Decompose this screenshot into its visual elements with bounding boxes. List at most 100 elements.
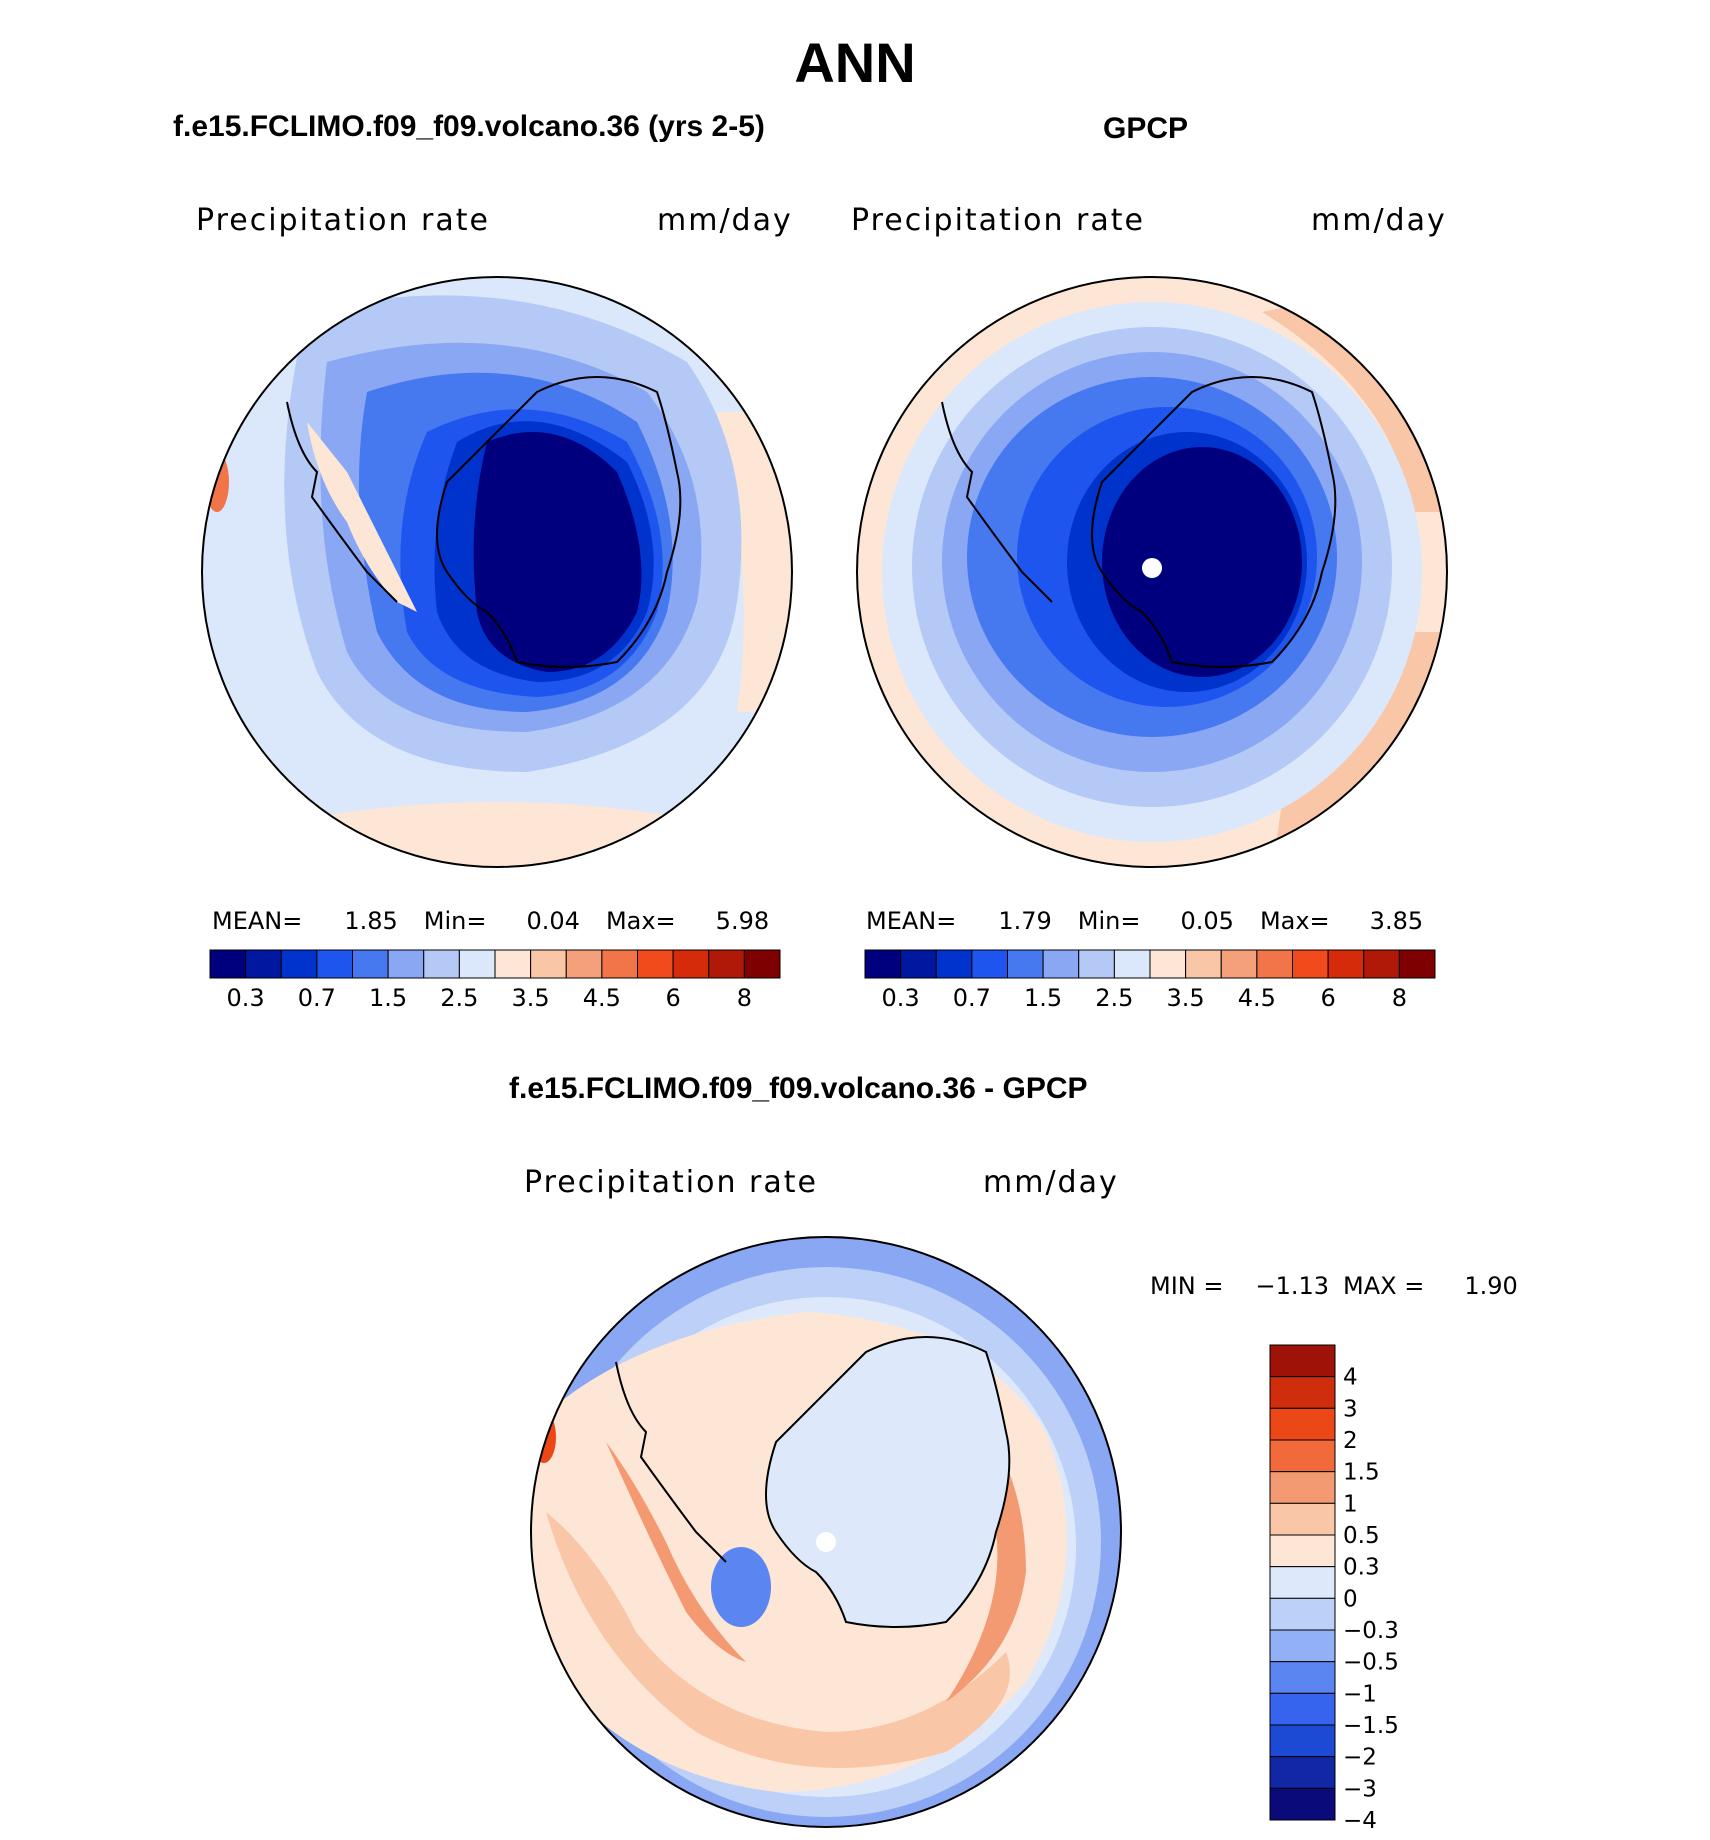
diff-colorbar-tick-label: −2 xyxy=(1343,1745,1377,1771)
panel-2-colorbar-box-1 xyxy=(900,949,937,979)
panel-2-title: GPCP xyxy=(1103,112,1189,145)
diff-colorbar-tick-label: −4 xyxy=(1343,1808,1377,1830)
panel-2-min-label: Min= xyxy=(1077,907,1141,935)
panel-2-colorbar-box-8 xyxy=(1149,949,1187,979)
panel-1-variable: Precipitation rate xyxy=(196,203,490,238)
panel-2-coastline xyxy=(1091,376,1337,668)
diff-negative-patch xyxy=(711,1547,771,1627)
panel-2-min-value: 0.05 xyxy=(1180,907,1234,935)
diff-colorbar-tick-label: 3 xyxy=(1343,1396,1358,1422)
panel-2-colorbar-box-13 xyxy=(1327,949,1365,979)
panel-1-max-value: 5.98 xyxy=(715,907,770,935)
panel-1-peninsula-band xyxy=(307,422,417,612)
panel-1-colorbar-tick-label: 6 xyxy=(665,984,680,1012)
panel-1-colorbar-box-14 xyxy=(708,949,745,979)
panel-2-peninsula-coast xyxy=(941,401,1053,603)
panel-1-colorbar-tick-label: 3.5 xyxy=(512,984,550,1012)
panel-2-colorbar-box-5 xyxy=(1042,949,1080,979)
diff-max-value: 1.90 xyxy=(1464,1272,1518,1300)
diff-colorbar-tick-label: 1 xyxy=(1343,1491,1358,1517)
diff-colorbar-box-8 xyxy=(1269,1597,1336,1631)
diff-colorbar-tick-label: −0.5 xyxy=(1343,1650,1399,1676)
panel-1-colorbar-tick-label: 2.5 xyxy=(440,984,478,1012)
panel-2-colorbar-box-14 xyxy=(1363,949,1400,979)
panel-2-max-label: Max= xyxy=(1259,907,1330,935)
panel-1-colorbar-box-1 xyxy=(245,949,282,979)
diff-peninsula-coast xyxy=(615,1361,727,1563)
diff-polar-map xyxy=(530,1236,1122,1828)
panel-1-min-label: Min= xyxy=(423,907,487,935)
diff-strong-positive-band-east xyxy=(946,1382,1026,1702)
diff-colorbar-box-12 xyxy=(1269,1724,1336,1758)
diff-pole-dot xyxy=(816,1532,836,1552)
panel-1-contour-7 xyxy=(473,432,642,672)
panel-1-colorbar-box-9 xyxy=(530,949,567,979)
panel-1-colorbar-box-13 xyxy=(672,949,710,979)
panel-2-colorbar-box-4 xyxy=(1007,949,1044,979)
diff-map-border xyxy=(530,1236,1122,1828)
diff-colorbar-box-13 xyxy=(1269,1756,1336,1789)
diff-panel-stats: MIN = −1.13 MAX = 1.90 xyxy=(1150,1272,1518,1300)
panel-1-colorbar-tick-label: 0.3 xyxy=(227,984,265,1012)
panel-2-colorbar: 0.3 0.7 1.5 2.5 3.5 4.5 6 8 xyxy=(864,949,1436,1012)
panel-2-colorbar-tick-label: 3.5 xyxy=(1167,984,1205,1012)
panel-2-colorbar-box-2 xyxy=(935,949,973,979)
diff-colorbar-box-10 xyxy=(1269,1661,1336,1694)
panel-1-colorbar-box-5 xyxy=(387,949,425,979)
panel-2-colorbar-tick-label: 8 xyxy=(1392,984,1407,1012)
diff-warm-spot xyxy=(532,1411,556,1463)
figure-title: ANN xyxy=(794,31,916,94)
panel-1-colorbar-box-3 xyxy=(316,949,353,979)
panel-2-colorbar-tick-label: 0.3 xyxy=(882,984,920,1012)
diff-colorbar-box-2 xyxy=(1269,1407,1336,1441)
diff-colorbar-tick-label: −0.3 xyxy=(1343,1618,1399,1644)
panel-1-colorbar-box-0 xyxy=(209,949,247,979)
panel-1-peninsula-coast xyxy=(286,401,398,603)
diff-continent-field xyxy=(766,1337,1010,1627)
diff-colorbar-tick-label: 2 xyxy=(1343,1428,1358,1454)
panel-1-colorbar-tick-label: 4.5 xyxy=(583,984,621,1012)
diff-colorbar-tick-label: 4 xyxy=(1343,1365,1358,1391)
panel-2-map-border xyxy=(856,276,1448,868)
panel-2-colorbar-tick-label: 1.5 xyxy=(1024,984,1062,1012)
panel-1-mean-label: MEAN= xyxy=(212,907,303,935)
diff-colorbar-tick-label: 0.3 xyxy=(1343,1555,1380,1581)
panel-1-polar-map xyxy=(201,276,793,868)
panel-1-colorbar-box-15 xyxy=(743,949,781,979)
panel-2-colorbar-box-7 xyxy=(1113,949,1151,979)
diff-panel-variable: Precipitation rate xyxy=(524,1165,818,1200)
diff-colorbar-box-6 xyxy=(1269,1534,1336,1568)
panel-1-stats: MEAN= 1.85 Min= 0.04 Max= 5.98 xyxy=(212,907,769,935)
panel-2-units: mm/day xyxy=(1311,203,1447,238)
panel-2-mean-value: 1.79 xyxy=(998,907,1052,935)
panel-2-colorbar-box-15 xyxy=(1398,949,1436,979)
diff-coastline xyxy=(765,1336,1011,1628)
diff-colorbar-tick-label: −1 xyxy=(1343,1681,1377,1707)
diff-colorbar-tick-label: −1.5 xyxy=(1343,1713,1399,1739)
diff-colorbar-tick-label: 0.5 xyxy=(1343,1523,1380,1549)
panel-2-variable: Precipitation rate xyxy=(851,203,1145,238)
panel-2-colorbar-box-3 xyxy=(971,949,1008,979)
panel-1-colorbar-box-6 xyxy=(423,949,460,979)
diff-colorbar-tick-label: −3 xyxy=(1343,1776,1377,1802)
panel-1-colorbar-tick-label: 1.5 xyxy=(369,984,407,1012)
diff-colorbar-box-4 xyxy=(1269,1471,1336,1504)
panel-1-mean-value: 1.85 xyxy=(344,907,398,935)
panel-2-pole-dot xyxy=(1142,558,1162,578)
panel-1-colorbar-box-12 xyxy=(637,949,674,979)
panel-2-contour-7 xyxy=(1102,447,1302,677)
panel-1-colorbar-box-10 xyxy=(565,949,603,979)
panel-2-colorbar-tick-label: 0.7 xyxy=(953,984,991,1012)
panel-1-colorbar-box-4 xyxy=(352,949,389,979)
diff-panel-title: f.e15.FCLIMO.f09_f09.volcano.36 - GPCP xyxy=(509,1072,1088,1105)
panel-2-colorbar-tick-label: 4.5 xyxy=(1238,984,1276,1012)
panel-2-colorbar-box-10 xyxy=(1220,949,1258,979)
panel-2-stats: MEAN= 1.79 Min= 0.05 Max= 3.85 xyxy=(866,907,1423,935)
diff-colorbar-box-3 xyxy=(1269,1439,1336,1473)
panel-1-colorbar: 0.3 0.7 1.5 2.5 3.5 4.5 6 8 xyxy=(209,949,781,1012)
panel-1-colorbar-box-2 xyxy=(280,949,318,979)
panel-2-colorbar-box-11 xyxy=(1256,949,1293,979)
diff-strong-positive-band xyxy=(606,1442,746,1662)
diff-colorbar-box-7 xyxy=(1269,1566,1336,1599)
diff-panel-units: mm/day xyxy=(983,1165,1119,1200)
